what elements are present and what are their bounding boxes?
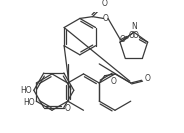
Text: N: N <box>131 22 137 31</box>
Text: O: O <box>120 35 126 44</box>
Text: O: O <box>65 104 71 113</box>
Text: O: O <box>110 77 116 86</box>
Text: O: O <box>102 0 108 8</box>
Text: HO: HO <box>24 98 35 107</box>
Text: O: O <box>144 74 150 83</box>
Text: O: O <box>133 31 139 40</box>
Text: O: O <box>102 14 108 23</box>
Text: HO: HO <box>20 86 32 95</box>
Text: O: O <box>129 31 135 40</box>
